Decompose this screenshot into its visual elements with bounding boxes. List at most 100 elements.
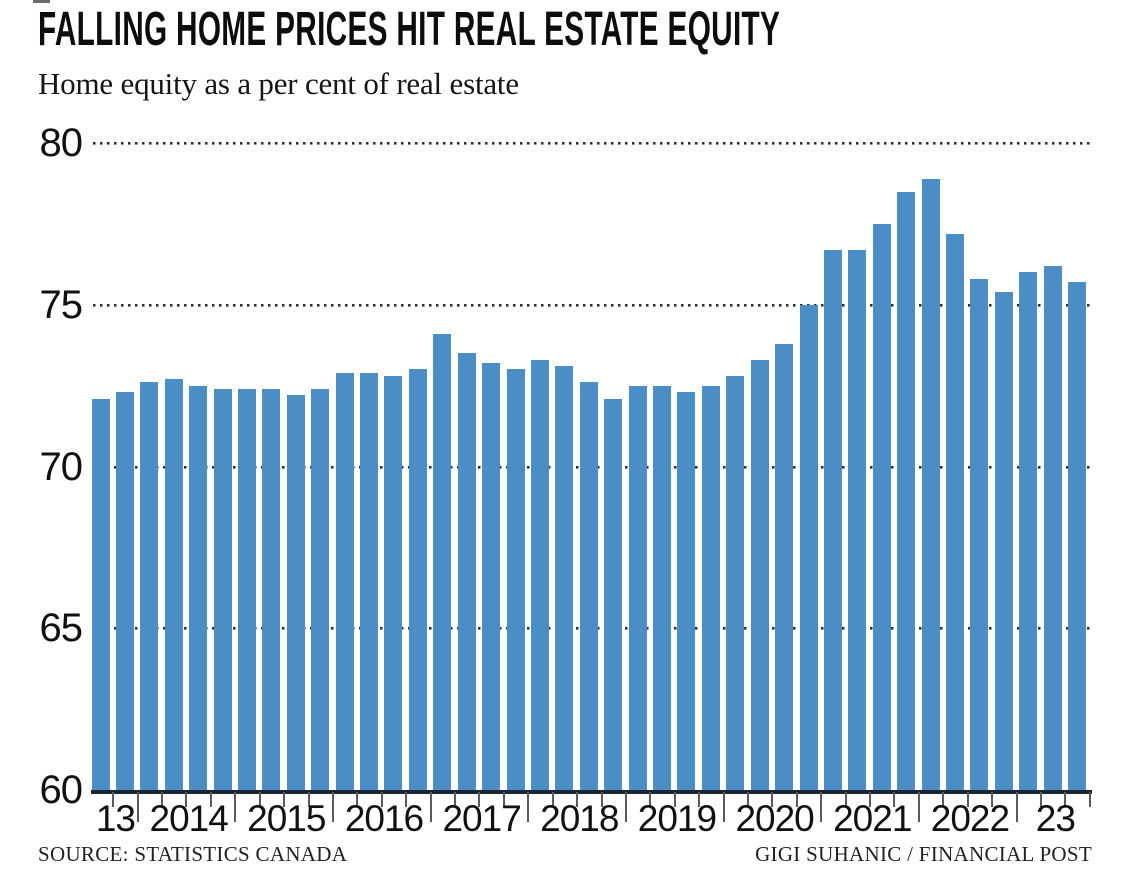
- quarter-tick: [209, 792, 212, 807]
- bar-2015-Q2: [262, 388, 281, 790]
- bar-2013-Q4: [115, 392, 134, 790]
- bar-2014-Q1: [140, 382, 159, 790]
- y-axis-label-65: 65: [39, 606, 84, 651]
- quarter-tick: [551, 792, 554, 807]
- bar-2017-Q2: [457, 353, 476, 790]
- quarter-tick: [576, 792, 579, 807]
- bar-2023-Q2: [1043, 265, 1062, 790]
- quarter-tick: [991, 792, 994, 807]
- year-tick: [624, 792, 627, 822]
- quarter-tick: [405, 792, 408, 807]
- bar-2021-Q1: [823, 249, 842, 790]
- quarter-tick: [966, 792, 969, 807]
- year-tick: [527, 792, 530, 822]
- quarter-tick: [771, 792, 774, 807]
- bar-2016-Q4: [408, 369, 427, 790]
- crop-mark: [33, 0, 50, 3]
- y-axis-label-60: 60: [39, 768, 84, 812]
- bar-2015-Q3: [286, 395, 305, 790]
- x-axis-label-2022: 2022: [930, 798, 1010, 839]
- bar-2017-Q4: [506, 369, 525, 790]
- x-axis-line: [91, 790, 1092, 794]
- bar-2022-Q4: [994, 291, 1013, 790]
- quarter-tick: [942, 792, 945, 807]
- source-credit: SOURCE: STATISTICS CANADA: [38, 842, 348, 866]
- bar-2023-Q3: [1068, 282, 1087, 790]
- bar-2019-Q2: [653, 385, 672, 790]
- quarter-tick: [1039, 792, 1042, 807]
- quarter-tick: [478, 792, 481, 807]
- x-axis-label-2021: 2021: [833, 798, 912, 839]
- y-axis-label-75: 75: [39, 282, 84, 327]
- bar-2013-Q3: [91, 398, 110, 790]
- gridline-75: [93, 303, 1090, 307]
- y-axis-label-70: 70: [39, 444, 84, 489]
- bar-2015-Q1: [237, 388, 256, 790]
- year-tick: [722, 792, 725, 822]
- bar-2021-Q3: [872, 223, 891, 790]
- x-axis-label-2013: 13: [95, 798, 136, 839]
- bar-2022-Q2: [946, 233, 964, 790]
- quarter-tick: [673, 792, 676, 807]
- year-tick: [917, 792, 920, 822]
- quarter-tick: [795, 792, 798, 807]
- bar-2020-Q2: [750, 359, 769, 790]
- bar-2018-Q4: [604, 398, 623, 790]
- bar-2019-Q1: [628, 385, 647, 790]
- bar-2017-Q3: [482, 362, 501, 790]
- quarter-tick: [356, 792, 359, 807]
- bar-2022-Q1: [921, 178, 940, 790]
- bar-2019-Q3: [677, 392, 696, 790]
- bar-2020-Q3: [775, 343, 794, 790]
- bar-2014-Q3: [189, 385, 208, 790]
- quarter-tick: [893, 792, 896, 807]
- quarter-tick: [698, 792, 701, 807]
- x-axis-label-2016: 2016: [344, 798, 424, 839]
- bar-2014-Q4: [213, 388, 232, 790]
- quarter-tick: [454, 792, 456, 807]
- bar-2021-Q4: [897, 191, 916, 790]
- quarter-tick: [380, 792, 383, 807]
- year-tick: [234, 792, 237, 822]
- quarter-tick: [600, 792, 603, 807]
- quarter-tick: [258, 792, 261, 807]
- x-axis-label-2015: 2015: [247, 798, 326, 839]
- x-axis-label-2020: 2020: [735, 798, 814, 839]
- quarter-tick: [649, 792, 652, 807]
- quarter-tick: [746, 792, 749, 807]
- bar-2019-Q4: [701, 385, 720, 790]
- quarter-tick: [869, 792, 872, 807]
- bar-2022-Q3: [970, 278, 989, 790]
- year-tick: [1015, 792, 1018, 822]
- year-tick: [429, 792, 432, 822]
- bar-2016-Q2: [360, 372, 379, 790]
- author-credit: GIGI SUHANIC / FINANCIAL POST: [755, 842, 1092, 866]
- bar-2018-Q3: [579, 382, 598, 790]
- quarter-tick: [307, 792, 310, 807]
- bar-2020-Q4: [799, 304, 818, 790]
- x-axis-label-2018: 2018: [540, 798, 619, 839]
- x-axis-label-2023: 23: [1035, 798, 1076, 839]
- quarter-tick: [1064, 792, 1067, 807]
- chart-title: FALLING HOME PRICES HIT REAL ESTATE EQUI…: [38, 3, 781, 56]
- bar-2020-Q1: [726, 375, 745, 790]
- quarter-tick: [1088, 792, 1091, 807]
- y-axis-label-80: 80: [39, 121, 84, 165]
- x-axis-label-2019: 2019: [637, 798, 717, 839]
- bar-2016-Q3: [384, 375, 403, 790]
- chart-subtitle: Home equity as a per cent of real estate: [38, 66, 519, 101]
- year-tick: [331, 792, 334, 822]
- bar-2016-Q1: [335, 372, 354, 790]
- bar-2021-Q2: [848, 249, 867, 790]
- year-tick: [820, 792, 823, 822]
- bar-2018-Q2: [555, 366, 574, 790]
- bar-2017-Q1: [433, 333, 452, 790]
- quarter-tick: [502, 792, 505, 807]
- quarter-tick: [844, 792, 847, 807]
- quarter-tick: [283, 792, 286, 807]
- x-axis-label-2017: 2017: [442, 798, 521, 839]
- gridline-80: [93, 142, 1090, 145]
- quarter-tick: [185, 792, 188, 807]
- x-axis-label-2014: 2014: [149, 798, 229, 839]
